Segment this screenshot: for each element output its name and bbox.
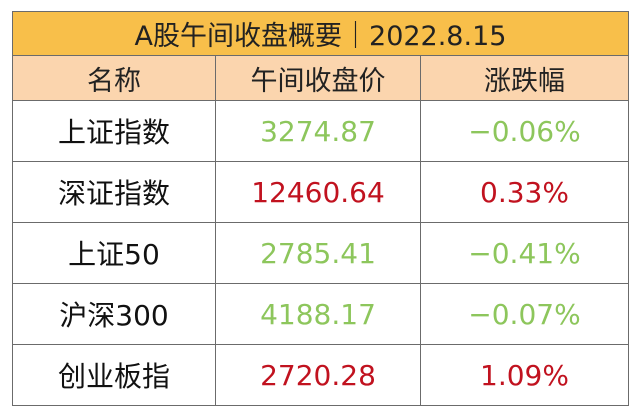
- change-pct: 0.33%: [420, 161, 629, 223]
- index-name: 上证指数: [12, 100, 216, 162]
- midday-close: 2720.28: [215, 344, 421, 406]
- change-pct: 1.09%: [420, 344, 629, 406]
- table-body: A股午间收盘概要｜2022.8.15 名称 午间收盘价 涨跌幅 上证指数 3274…: [12, 11, 629, 406]
- data-row: 沪深300 4188.17 −0.07%: [12, 283, 629, 345]
- header-cell: 涨跌幅: [420, 55, 629, 101]
- header-cell: 名称: [12, 55, 216, 101]
- data-row: 创业板指 2720.28 1.09%: [12, 344, 629, 406]
- change-pct: −0.07%: [420, 283, 629, 345]
- data-row: 上证50 2785.41 −0.41%: [12, 222, 629, 284]
- summary-table: A股午间收盘概要｜2022.8.15 名称 午间收盘价 涨跌幅 上证指数 3274…: [12, 11, 629, 406]
- table-wrap: A股午间收盘概要｜2022.8.15 名称 午间收盘价 涨跌幅 上证指数 3274…: [12, 11, 629, 406]
- index-name: 创业板指: [12, 344, 216, 406]
- change-pct: −0.41%: [420, 222, 629, 284]
- header-row: 名称 午间收盘价 涨跌幅: [12, 55, 629, 101]
- change-pct: −0.06%: [420, 100, 629, 162]
- data-row: 深证指数 12460.64 0.33%: [12, 161, 629, 223]
- title-row: A股午间收盘概要｜2022.8.15: [12, 11, 629, 56]
- midday-close: 12460.64: [215, 161, 421, 223]
- table-title: A股午间收盘概要｜2022.8.15: [12, 11, 629, 56]
- index-name: 上证50: [12, 222, 216, 284]
- midday-close: 2785.41: [215, 222, 421, 284]
- midday-close: 3274.87: [215, 100, 421, 162]
- midday-close: 4188.17: [215, 283, 421, 345]
- data-row: 上证指数 3274.87 −0.06%: [12, 100, 629, 162]
- header-cell: 午间收盘价: [215, 55, 421, 101]
- index-name: 沪深300: [12, 283, 216, 345]
- index-name: 深证指数: [12, 161, 216, 223]
